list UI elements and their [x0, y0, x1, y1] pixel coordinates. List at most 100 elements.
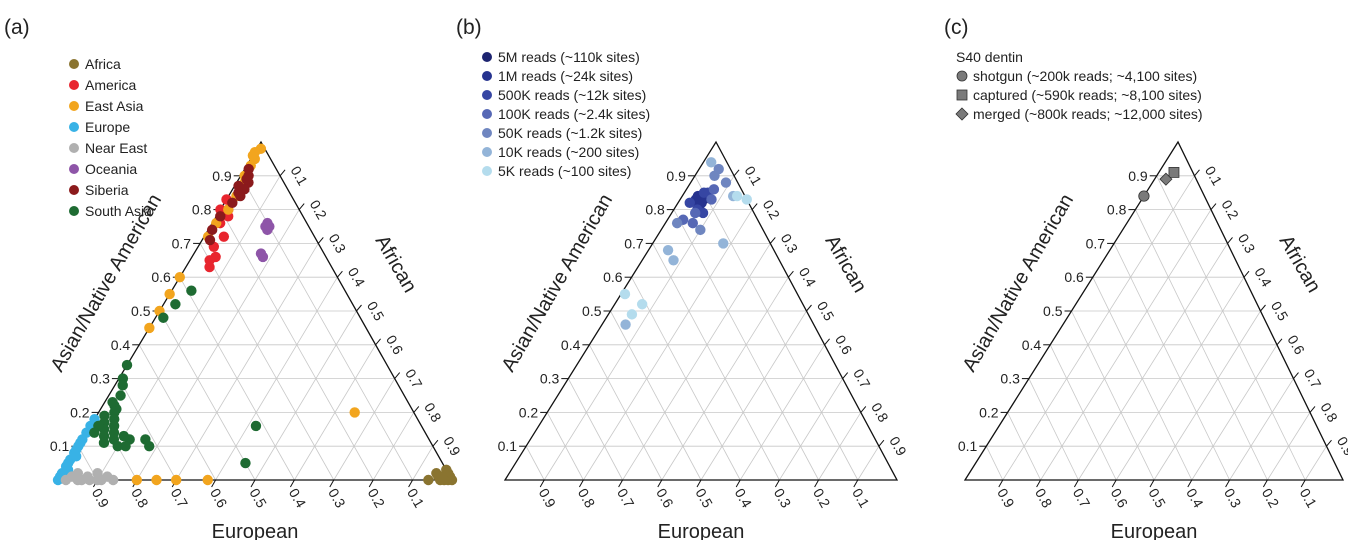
data-point [695, 224, 706, 236]
bottom-axis-tick-label: 0.7 [614, 486, 638, 511]
left-axis-tick-label: 0.5 [131, 303, 151, 319]
bottom-axis-tick-label: 0.5 [1145, 486, 1169, 511]
bottom-axis-tick-label: 0.2 [365, 486, 389, 511]
right-axis-tick [1194, 169, 1200, 177]
bottom-axis-tick-label: 0.9 [89, 486, 113, 511]
grid-line [694, 175, 859, 481]
bottom-axis-tick-label: 0.7 [1070, 486, 1094, 511]
legend-label: Siberia [85, 182, 129, 198]
grid-line [175, 243, 319, 481]
legend-label: 1M reads (~24k sites) [498, 68, 633, 84]
grid-line [159, 310, 256, 481]
bottom-axis-tick [1225, 479, 1231, 488]
bottom-axis-tick-label: 0.2 [810, 486, 834, 511]
grid-line [1071, 310, 1155, 481]
left-axis-tick-label: 0.2 [519, 404, 539, 420]
data-point [423, 474, 434, 486]
left-axis-tick-label: 0.6 [603, 269, 623, 285]
grid-line [1229, 378, 1294, 481]
data-point-square [1168, 167, 1180, 178]
legend-marker-square [956, 89, 968, 101]
data-point [626, 309, 638, 320]
data-point [718, 238, 729, 249]
data-point [186, 285, 197, 296]
data-point [174, 272, 185, 283]
right-axis-tick [298, 203, 305, 210]
legend-label: South Asia [85, 203, 152, 219]
right-axis-tick-label: 0.6 [832, 332, 856, 357]
ternary-panel-1: 0.1 0.1 0.1 0.2 0.2 0.2 0.3 0.3 0.3 0.4 0.4 0.4 0.5 0… [4, 16, 464, 540]
right-axis-tick [1227, 237, 1233, 244]
grid-line [412, 445, 434, 481]
bottom-axis-tick [657, 479, 663, 488]
left-axis-tick-label: 0.3 [90, 371, 110, 387]
left-axis-tick-label: 0.4 [1022, 337, 1042, 353]
legend-label: East Asia [85, 98, 144, 114]
right-axis-tick [788, 270, 794, 278]
left-axis-tick-label: 0.6 [151, 269, 171, 285]
right-axis-tick [432, 439, 439, 447]
left-axis-tick-label: 0.7 [172, 235, 192, 251]
left-axis-tick-label: 0.6 [1064, 269, 1084, 285]
legend-label: 5M reads (~110k sites) [498, 49, 640, 65]
bottom-axis-tick-label: 0.2 [1259, 486, 1283, 511]
data-point [204, 234, 216, 246]
data-point [76, 474, 87, 486]
grid-line [199, 243, 335, 481]
bottom-axis-title: European [212, 521, 299, 540]
legend-marker [69, 185, 79, 195]
bottom-axis-tick [696, 479, 702, 488]
data-points [619, 157, 752, 330]
data-point [619, 288, 631, 300]
data-point [437, 471, 448, 482]
right-axis-tick-label: 0.9 [886, 434, 910, 459]
left-axis-tick-label: 0.8 [192, 202, 212, 218]
right-axis-tick [1210, 203, 1217, 210]
grid-line [1153, 310, 1261, 481]
left-axis-tick-label: 0.8 [1107, 202, 1127, 218]
grid-line [372, 412, 415, 481]
grid-line [118, 378, 177, 481]
right-axis-tick-label: 0.1 [288, 163, 312, 188]
bottom-axis-tick [1300, 479, 1306, 488]
left-axis-tick-label: 0.1 [498, 438, 518, 454]
grid-line [985, 446, 1004, 481]
right-axis-tick-label: 0.4 [1251, 265, 1275, 290]
bottom-axis-tick-label: 0.1 [1297, 486, 1321, 511]
bottom-axis-tick-label: 0.7 [168, 486, 192, 511]
left-axis-tick-label: 0.4 [561, 337, 581, 353]
grid-line [779, 378, 844, 481]
bottom-axis-tick [774, 479, 780, 488]
right-axis-tick-label: 0.2 [760, 197, 784, 222]
legend-marker [69, 59, 79, 69]
data-point [257, 251, 269, 263]
bottom-axis-tick-label: 0.4 [286, 486, 310, 511]
data-point [62, 457, 74, 469]
right-axis-tick [1293, 372, 1299, 379]
legend-label: 50K reads (~1.2k sites) [498, 125, 642, 141]
data-point [158, 312, 169, 323]
grid-line [610, 310, 702, 481]
data-point [215, 211, 226, 222]
right-axis-tick-label: 0.8 [868, 400, 892, 425]
bottom-axis-tick-label: 0.4 [1183, 486, 1207, 511]
left-axis-tick-label: 0.7 [1086, 235, 1106, 251]
data-point [120, 441, 131, 452]
right-axis-tick-label: 0.7 [850, 366, 874, 391]
grid-line [1267, 412, 1311, 481]
bottom-axis-tick [1187, 479, 1193, 488]
legend-label: merged (~800k reads; ~12,000 sites) [973, 106, 1203, 122]
bottom-axis-tick-label: 0.6 [1108, 486, 1132, 511]
right-axis-tick-label: 0.6 [1284, 332, 1308, 357]
grid-line [1049, 344, 1117, 481]
bottom-axis-tick-label: 0.6 [207, 486, 231, 511]
right-axis-tick-label: 0.2 [1218, 197, 1242, 222]
bottom-axis-tick-label: 0.8 [575, 486, 599, 511]
grid-line [525, 446, 545, 481]
left-axis-tick-label: 0.9 [666, 168, 686, 184]
grid-line [294, 344, 376, 481]
legend-label: Africa [85, 56, 121, 72]
right-axis-tick-label: 0.9 [1334, 434, 1348, 459]
bottom-axis-tick [853, 479, 859, 488]
